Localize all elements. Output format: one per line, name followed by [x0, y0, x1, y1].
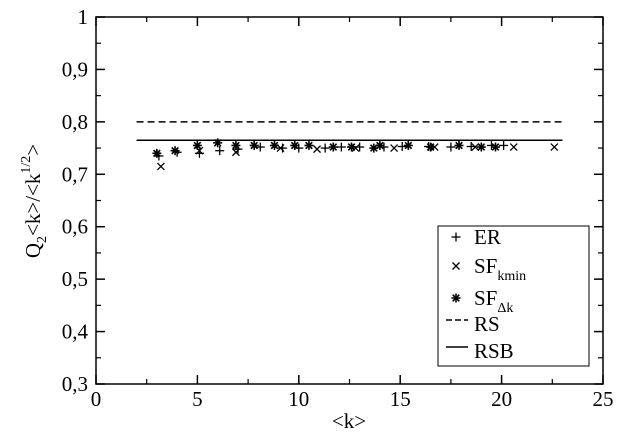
- legend-label: SFkmin: [474, 254, 526, 284]
- point-cross: [313, 145, 322, 154]
- legend-label: RS: [474, 312, 500, 336]
- point-star: [375, 140, 385, 150]
- y-axis-title: Q2<k>/<k1/2>: [19, 144, 50, 258]
- x-tick-label: 15: [390, 387, 411, 411]
- point-plus: [255, 142, 265, 152]
- point-star: [290, 140, 300, 150]
- legend-marker-cross: [452, 262, 460, 270]
- data-points: [152, 138, 559, 171]
- point-star: [249, 140, 259, 150]
- point-star: [426, 142, 436, 152]
- point-cross: [231, 148, 240, 157]
- point-cross: [471, 143, 480, 151]
- x-tick-label: 5: [192, 387, 203, 411]
- x-axis-title: <k>: [332, 409, 366, 433]
- point-star: [476, 142, 486, 152]
- y-tick-label: 0,4: [62, 320, 89, 344]
- y-tick-label: 0,9: [62, 57, 88, 81]
- y-tick-label: 0,3: [62, 372, 88, 396]
- x-tick-label: 20: [491, 387, 512, 411]
- point-plus: [215, 146, 225, 156]
- point-star: [328, 142, 338, 152]
- point-plus: [320, 143, 330, 153]
- point-star: [213, 138, 223, 148]
- point-plus: [336, 142, 346, 152]
- legend-marker-plus: [451, 232, 461, 242]
- point-star: [269, 140, 279, 150]
- legend-box: [437, 225, 590, 367]
- y-tick-label: 0,6: [62, 215, 88, 239]
- x-tick-label: 0: [91, 387, 102, 411]
- point-star: [231, 140, 241, 150]
- legend-label: RSB: [474, 339, 514, 363]
- x-tick-label: 25: [593, 387, 614, 411]
- point-star: [170, 146, 180, 156]
- y-tick-label: 0,7: [62, 162, 88, 186]
- point-plus: [499, 140, 509, 150]
- point-star: [152, 148, 162, 158]
- y-tick-label: 1: [78, 5, 89, 29]
- point-star: [454, 140, 464, 150]
- point-plus: [397, 141, 407, 151]
- point-cross: [509, 143, 518, 151]
- y-tick-label: 0,5: [62, 267, 88, 291]
- y-tick-label: 0,8: [62, 110, 88, 134]
- legend-label: SFΔk: [474, 286, 513, 316]
- x-tick-label: 10: [288, 387, 309, 411]
- point-plus: [278, 143, 288, 153]
- point-cross: [550, 143, 559, 151]
- legend-label: ER: [474, 225, 501, 249]
- point-star: [403, 140, 413, 150]
- point-star: [347, 142, 357, 152]
- legend-marker-star: [451, 293, 461, 303]
- reference-lines: [136, 121, 563, 141]
- y-axis-ticks: 0,3 0,4 0,5 0,6 0,7 0,8 0,9 1: [62, 5, 603, 396]
- point-star: [192, 140, 202, 150]
- point-cross: [156, 162, 165, 171]
- point-star: [491, 142, 501, 152]
- point-plus: [446, 142, 456, 152]
- x-axis-ticks: 0 5 10 15 20 25: [91, 17, 614, 411]
- point-cross: [390, 144, 399, 153]
- point-star: [304, 140, 314, 150]
